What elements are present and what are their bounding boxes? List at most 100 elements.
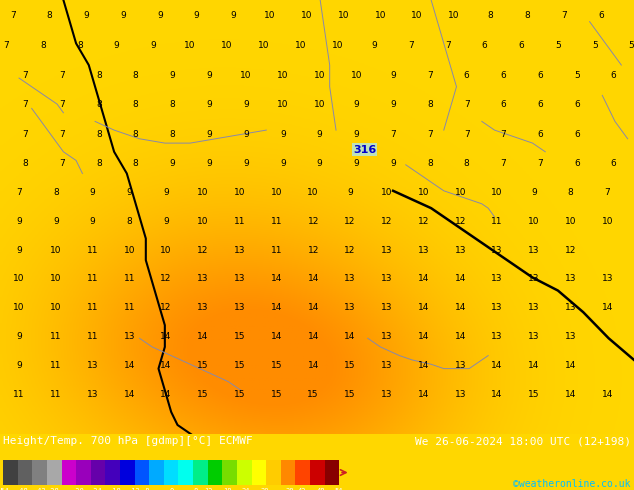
Text: 8: 8 <box>427 100 433 109</box>
Text: 7: 7 <box>390 130 396 139</box>
Text: ©weatheronline.co.uk: ©weatheronline.co.uk <box>514 479 631 489</box>
Text: 12: 12 <box>455 217 466 226</box>
Text: 13: 13 <box>381 390 392 399</box>
Text: 13: 13 <box>455 245 466 255</box>
Text: 7: 7 <box>22 130 29 139</box>
Bar <box>325 460 339 486</box>
Text: 12: 12 <box>307 217 319 226</box>
Bar <box>3 460 18 486</box>
Text: 11: 11 <box>271 245 282 255</box>
Text: 9: 9 <box>193 11 200 20</box>
Text: 8: 8 <box>427 159 433 168</box>
Text: -38: -38 <box>46 488 60 490</box>
Text: 15: 15 <box>344 361 356 369</box>
Text: 14: 14 <box>307 332 319 341</box>
Text: 9: 9 <box>16 217 22 226</box>
Text: 7: 7 <box>408 41 414 50</box>
Text: 13: 13 <box>491 245 503 255</box>
Text: 11: 11 <box>271 217 282 226</box>
Text: 10: 10 <box>411 11 423 20</box>
Text: 5: 5 <box>628 41 634 50</box>
Text: 13: 13 <box>197 303 209 313</box>
Text: 7: 7 <box>444 41 451 50</box>
Text: 7: 7 <box>59 159 65 168</box>
Text: 9: 9 <box>206 72 212 80</box>
Text: We 26-06-2024 18:00 UTC (12+198): We 26-06-2024 18:00 UTC (12+198) <box>415 437 631 446</box>
Text: 14: 14 <box>307 361 319 369</box>
Text: 13: 13 <box>381 332 392 341</box>
Text: 10: 10 <box>277 72 288 80</box>
Text: 8: 8 <box>96 130 102 139</box>
Text: 10: 10 <box>50 303 61 313</box>
Text: 10: 10 <box>418 189 429 197</box>
Text: 9: 9 <box>206 130 212 139</box>
Text: 13: 13 <box>528 332 540 341</box>
Text: 10: 10 <box>351 72 362 80</box>
Text: 14: 14 <box>160 332 172 341</box>
Text: 12: 12 <box>160 303 172 313</box>
Text: 10: 10 <box>264 11 276 20</box>
Text: 10: 10 <box>314 72 325 80</box>
Text: 9: 9 <box>390 100 396 109</box>
Text: 14: 14 <box>418 390 429 399</box>
Text: 13: 13 <box>418 245 429 255</box>
Text: 14: 14 <box>565 361 576 369</box>
Text: 14: 14 <box>602 390 613 399</box>
Text: 8: 8 <box>126 217 133 226</box>
Text: 9: 9 <box>316 130 323 139</box>
Text: 13: 13 <box>381 245 392 255</box>
Text: 5: 5 <box>574 72 580 80</box>
Text: 10: 10 <box>184 41 196 50</box>
Text: 11: 11 <box>124 274 135 283</box>
Text: 7: 7 <box>3 41 10 50</box>
Text: 9: 9 <box>353 159 359 168</box>
Bar <box>18 460 32 486</box>
Text: 6: 6 <box>518 41 524 50</box>
Text: 9: 9 <box>150 41 157 50</box>
Text: 14: 14 <box>418 361 429 369</box>
Text: 6: 6 <box>598 11 604 20</box>
Text: 10: 10 <box>332 41 343 50</box>
Text: 14: 14 <box>418 303 429 313</box>
Text: 24: 24 <box>242 488 250 490</box>
Text: 9: 9 <box>316 159 323 168</box>
Text: 7: 7 <box>463 130 470 139</box>
Text: 7: 7 <box>500 159 507 168</box>
Text: 6: 6 <box>611 72 617 80</box>
Text: 12: 12 <box>418 217 429 226</box>
Text: 7: 7 <box>604 189 611 197</box>
Bar <box>120 460 134 486</box>
Text: 12: 12 <box>160 274 172 283</box>
Text: 8: 8 <box>77 41 83 50</box>
Text: 9: 9 <box>16 245 22 255</box>
Text: 14: 14 <box>455 332 466 341</box>
Text: 8: 8 <box>22 159 29 168</box>
Text: 7: 7 <box>59 72 65 80</box>
Bar <box>295 460 310 486</box>
Text: 11: 11 <box>13 390 25 399</box>
Text: 14: 14 <box>124 390 135 399</box>
Text: 14: 14 <box>271 332 282 341</box>
Text: 10: 10 <box>375 11 386 20</box>
Text: 15: 15 <box>307 390 319 399</box>
Text: 8: 8 <box>96 100 102 109</box>
Text: 10: 10 <box>197 217 209 226</box>
Text: 10: 10 <box>197 189 209 197</box>
Text: 14: 14 <box>602 303 613 313</box>
Text: 10: 10 <box>160 245 172 255</box>
Text: 9: 9 <box>230 11 236 20</box>
Bar <box>266 460 281 486</box>
Text: 9: 9 <box>531 189 537 197</box>
Bar <box>61 460 76 486</box>
Text: -12: -12 <box>127 488 140 490</box>
Text: 13: 13 <box>234 303 245 313</box>
Text: 9: 9 <box>169 159 176 168</box>
Text: 14: 14 <box>124 361 135 369</box>
Text: 8: 8 <box>96 72 102 80</box>
Text: 6: 6 <box>500 72 507 80</box>
Text: -54: -54 <box>0 488 10 490</box>
Text: 13: 13 <box>197 274 209 283</box>
Text: 11: 11 <box>50 390 61 399</box>
Text: 15: 15 <box>234 361 245 369</box>
Text: 10: 10 <box>50 245 61 255</box>
